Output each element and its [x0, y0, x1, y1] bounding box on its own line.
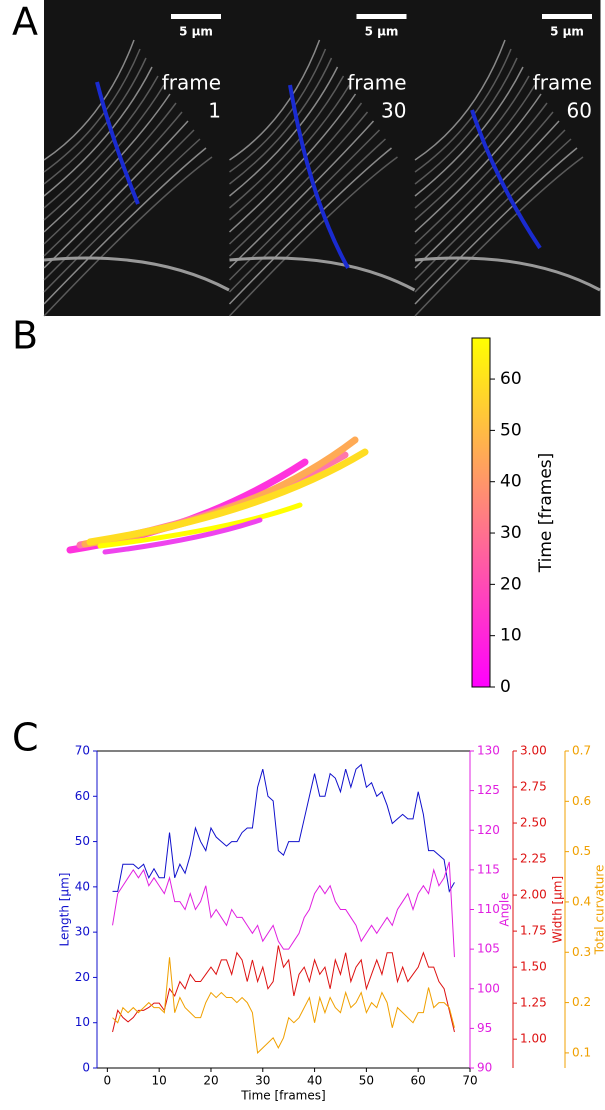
x-tick-label: 10	[152, 1074, 167, 1088]
colorbar	[472, 338, 490, 687]
scale-bar	[171, 14, 221, 19]
y-tick-label: 1.50	[520, 960, 547, 974]
tracks	[70, 440, 365, 552]
tick-label: 30	[500, 523, 522, 543]
y-tick-label: 3.00	[520, 744, 547, 758]
tick-label: 40	[500, 472, 522, 492]
y-tick-label: 0.7	[572, 744, 591, 758]
x-tick-label: 50	[359, 1074, 374, 1088]
tick-label: 10	[500, 626, 522, 646]
y-tick-label: 120	[477, 823, 500, 837]
tick-label: 0	[500, 677, 511, 697]
series-line	[113, 957, 455, 1053]
y-axis-label: Angle	[498, 892, 512, 926]
colorbar-label: Time [frames]	[536, 453, 556, 574]
frame-number: 1	[208, 99, 221, 123]
y-tick-label: 130	[477, 744, 500, 758]
y-tick-label: 2.25	[520, 852, 547, 866]
y-tick-label: 125	[477, 783, 500, 797]
scale-bar	[542, 14, 592, 19]
scale-label: 5 µm	[179, 25, 213, 39]
scale-label: 5 µm	[365, 25, 399, 39]
y-tick-label: 100	[477, 981, 500, 995]
y-tick-label: 1.25	[520, 996, 547, 1010]
panel-label: C	[12, 716, 39, 760]
panel-label: B	[12, 314, 38, 358]
y-tick-label: 0.4	[572, 894, 591, 908]
panel-label: A	[12, 0, 38, 44]
frame-number: 30	[381, 99, 406, 123]
y-tick-label: 115	[477, 862, 500, 876]
tick-label: 60	[500, 369, 522, 389]
y-tick-label: 30	[75, 925, 90, 939]
x-tick-label: 60	[411, 1074, 426, 1088]
y-tick-label: 1.75	[520, 924, 547, 938]
y-tick-label: 95	[477, 1021, 492, 1035]
x-tick-label: 20	[203, 1074, 218, 1088]
x-tick-label: 40	[307, 1074, 322, 1088]
y-tick-label: 0.1	[572, 1045, 591, 1059]
image	[230, 0, 416, 316]
y-tick-label: 2.50	[520, 816, 547, 830]
frame-label: frame	[162, 71, 221, 95]
microscopy-panel: 5 µm frame 1 5 µm frame 30 5 µm frame 60	[44, 0, 601, 316]
scale-label: 5 µm	[550, 25, 584, 39]
y-tick-label: 20	[75, 970, 90, 984]
y-tick-label: 105	[477, 942, 500, 956]
y-tick-label: 1.00	[520, 1032, 547, 1046]
scale-bar	[357, 14, 407, 19]
y-axis-label: Total curvature	[593, 865, 605, 956]
y-tick-label: 2.75	[520, 780, 547, 794]
y-tick-label: 0.3	[572, 945, 591, 959]
y-tick-label: 50	[75, 834, 90, 848]
y-tick-label: 2.00	[520, 888, 547, 902]
y-tick-label: 10	[75, 1015, 90, 1029]
y-tick-label: 60	[75, 789, 90, 803]
x-tick-label: 0	[104, 1074, 112, 1088]
x-tick-label: 70	[462, 1074, 477, 1088]
y-tick-label: 0	[82, 1061, 90, 1075]
y-tick-label: 110	[477, 902, 500, 916]
x-axis-label: Time [frames]	[240, 1089, 325, 1103]
x-tick-label: 30	[255, 1074, 270, 1088]
frame-number: 60	[567, 99, 592, 123]
image	[44, 0, 230, 316]
frame-label: frame	[533, 71, 592, 95]
tick-label: 20	[500, 574, 522, 594]
y-axis-label: Width [µm]	[551, 876, 565, 943]
frame-label: frame	[347, 71, 406, 95]
series-line	[113, 765, 455, 892]
series-line	[113, 946, 455, 1032]
image	[415, 0, 601, 316]
tick-label: 50	[500, 420, 522, 440]
y-axis-label: Length [µm]	[58, 873, 72, 947]
y-tick-label: 0.2	[572, 995, 591, 1009]
y-tick-label: 90	[477, 1061, 492, 1075]
y-tick-label: 40	[75, 879, 90, 893]
series-line	[113, 862, 455, 957]
y-tick-label: 70	[75, 744, 90, 758]
y-tick-label: 0.6	[572, 794, 591, 808]
y-tick-label: 0.5	[572, 844, 591, 858]
